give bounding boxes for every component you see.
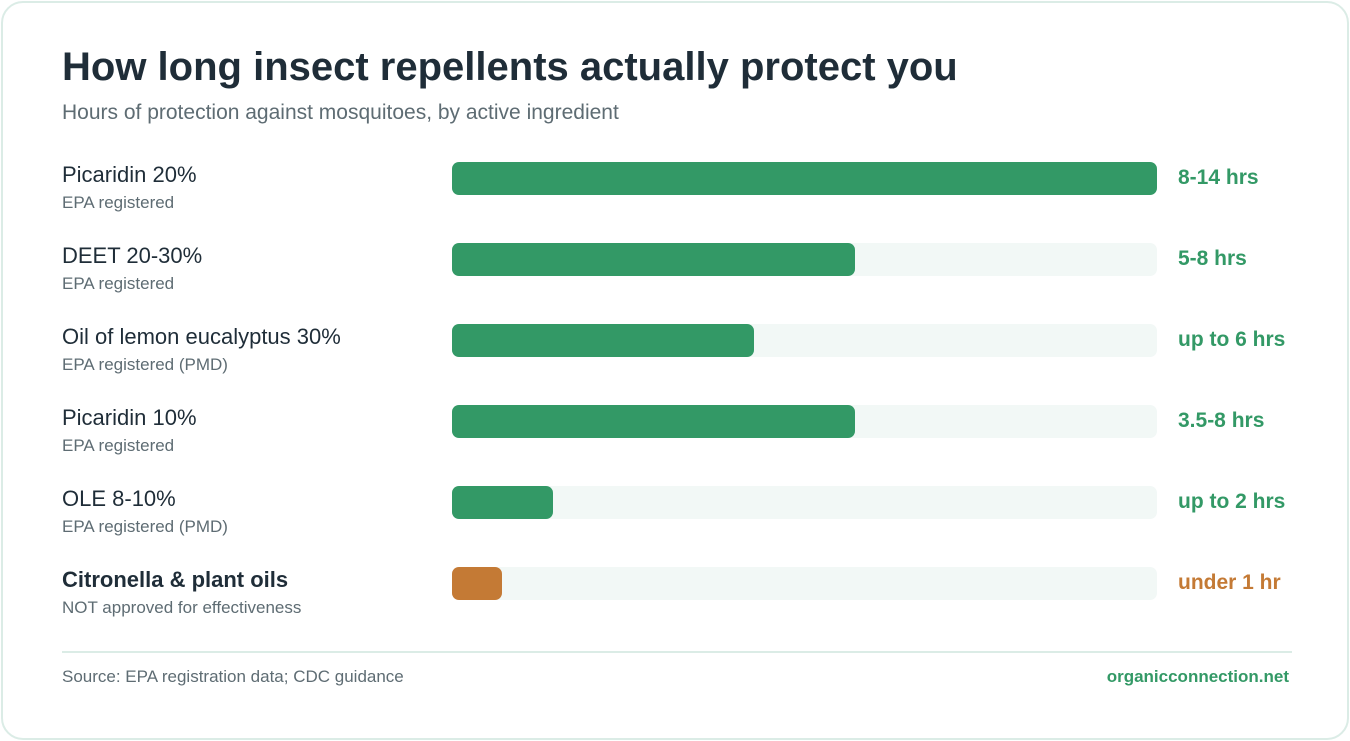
bar-fill — [452, 405, 855, 438]
bar-category-label: Picaridin 10% — [62, 405, 197, 430]
bar-value-label: 3.5-8 hrs — [1178, 409, 1265, 432]
bar-category-note: EPA registered — [62, 193, 175, 212]
bar-track — [452, 567, 1157, 600]
bar-category-note: EPA registered — [62, 274, 175, 293]
bar-track — [452, 243, 1157, 276]
bar-category-label: Citronella & plant oils — [62, 567, 289, 592]
bar-category-note: EPA registered (PMD) — [62, 517, 228, 536]
bar-category-label: Picaridin 20% — [62, 162, 197, 187]
bar-row: DEET 20-30% EPA registered 5-8 hrs — [3, 242, 1347, 312]
footer-divider — [62, 651, 1292, 653]
bar-fill — [452, 162, 1157, 195]
source-note: Source: EPA registration data; CDC guida… — [62, 667, 404, 686]
bar-fill — [452, 567, 502, 600]
bar-category-note: NOT approved for effectiveness — [62, 598, 302, 617]
bar-row: Oil of lemon eucalyptus 30% EPA registere… — [3, 323, 1347, 393]
chart-title: How long insect repellents actually prot… — [62, 45, 958, 89]
bar-value-label: up to 6 hrs — [1178, 328, 1286, 351]
chart-subtitle: Hours of protection against mosquitoes, … — [62, 101, 619, 124]
bar-category-note: EPA registered (PMD) — [62, 355, 228, 374]
bar-track — [452, 486, 1157, 519]
bar-fill — [452, 324, 754, 357]
bar-fill — [452, 486, 553, 519]
bar-category-label: OLE 8-10% — [62, 486, 176, 511]
bar-category-label: Oil of lemon eucalyptus 30% — [62, 324, 341, 349]
bar-row: Picaridin 10% EPA registered 3.5-8 hrs — [3, 404, 1347, 474]
bar-track — [452, 324, 1157, 357]
bar-row: OLE 8-10% EPA registered (PMD) up to 2 hrs — [3, 485, 1347, 555]
bar-row: Citronella & plant oils NOT approved for … — [3, 566, 1347, 636]
bar-category-note: EPA registered — [62, 436, 175, 455]
bar-row: Picaridin 20% EPA registered 8-14 hrs — [3, 161, 1347, 231]
bar-value-label: 8-14 hrs — [1178, 166, 1259, 189]
bar-value-label: up to 2 hrs — [1178, 490, 1286, 513]
bar-value-label: under 1 hr — [1178, 571, 1281, 594]
bar-category-label: DEET 20-30% — [62, 243, 203, 268]
bar-track — [452, 162, 1157, 195]
site-link[interactable]: organicconnection.net — [1106, 667, 1289, 686]
bar-value-label: 5-8 hrs — [1178, 247, 1247, 270]
bar-fill — [452, 243, 855, 276]
bar-track — [452, 405, 1157, 438]
